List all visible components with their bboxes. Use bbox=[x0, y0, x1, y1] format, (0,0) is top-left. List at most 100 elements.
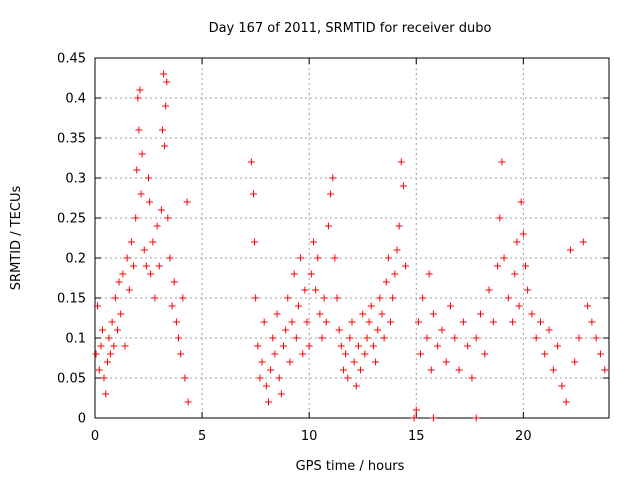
data-point bbox=[256, 374, 264, 382]
data-point bbox=[170, 278, 178, 286]
data-point bbox=[177, 350, 185, 358]
data-point bbox=[184, 398, 192, 406]
data-point bbox=[113, 326, 121, 334]
data-point bbox=[447, 302, 455, 310]
data-point bbox=[271, 350, 279, 358]
data-point bbox=[380, 334, 388, 342]
data-point bbox=[359, 310, 367, 318]
data-point bbox=[142, 262, 150, 270]
data-point bbox=[147, 270, 155, 278]
data-point bbox=[303, 318, 311, 326]
data-point bbox=[489, 318, 497, 326]
data-point bbox=[363, 334, 371, 342]
y-tick-label: 0.35 bbox=[57, 132, 86, 147]
data-point bbox=[110, 342, 118, 350]
data-point bbox=[393, 246, 401, 254]
data-point bbox=[115, 278, 123, 286]
data-point bbox=[344, 374, 352, 382]
data-point bbox=[442, 358, 450, 366]
data-point bbox=[515, 302, 523, 310]
data-point bbox=[425, 270, 433, 278]
data-point bbox=[95, 366, 103, 374]
data-point bbox=[297, 254, 305, 262]
data-point bbox=[361, 350, 369, 358]
data-point bbox=[387, 318, 395, 326]
data-point bbox=[429, 310, 437, 318]
data-point bbox=[369, 342, 377, 350]
data-point bbox=[532, 334, 540, 342]
data-point bbox=[524, 286, 532, 294]
data-point bbox=[292, 334, 300, 342]
data-point bbox=[157, 206, 165, 214]
data-points bbox=[92, 70, 609, 422]
data-point bbox=[140, 246, 148, 254]
data-point bbox=[284, 294, 292, 302]
x-tick-label: 0 bbox=[91, 429, 99, 444]
data-point bbox=[333, 294, 341, 302]
data-point bbox=[307, 270, 315, 278]
data-point bbox=[254, 342, 262, 350]
data-point bbox=[175, 334, 183, 342]
data-point bbox=[133, 166, 141, 174]
data-point bbox=[376, 294, 384, 302]
data-point bbox=[290, 270, 298, 278]
data-point bbox=[339, 366, 347, 374]
data-point bbox=[327, 190, 335, 198]
data-point bbox=[352, 382, 360, 390]
data-point bbox=[269, 334, 277, 342]
data-point bbox=[410, 414, 418, 422]
data-point bbox=[575, 334, 583, 342]
data-point bbox=[414, 318, 422, 326]
data-point bbox=[247, 158, 255, 166]
data-point bbox=[119, 270, 127, 278]
data-point bbox=[108, 318, 116, 326]
data-point bbox=[588, 318, 596, 326]
plot-frame bbox=[94, 57, 610, 419]
data-point bbox=[160, 70, 168, 78]
data-point bbox=[504, 294, 512, 302]
data-point bbox=[125, 286, 133, 294]
data-point bbox=[123, 254, 131, 262]
y-tick-label: 0.45 bbox=[57, 52, 86, 67]
data-point bbox=[541, 350, 549, 358]
data-point bbox=[601, 366, 609, 374]
data-point bbox=[166, 254, 174, 262]
x-tick-label: 15 bbox=[408, 429, 425, 444]
data-point bbox=[391, 270, 399, 278]
data-point bbox=[472, 334, 480, 342]
data-point bbox=[382, 278, 390, 286]
data-point bbox=[252, 294, 260, 302]
data-point bbox=[105, 334, 113, 342]
y-tick-label: 0.2 bbox=[65, 252, 86, 267]
data-point bbox=[100, 374, 108, 382]
data-point bbox=[267, 366, 275, 374]
y-tick-label: 0.05 bbox=[57, 372, 86, 387]
data-point bbox=[260, 318, 268, 326]
x-tick-label: 20 bbox=[515, 429, 532, 444]
data-point bbox=[513, 238, 521, 246]
data-point bbox=[168, 302, 176, 310]
data-point bbox=[316, 310, 324, 318]
data-point bbox=[149, 238, 157, 246]
data-point bbox=[477, 310, 484, 318]
data-point bbox=[558, 382, 566, 390]
data-point bbox=[496, 214, 504, 222]
data-point bbox=[164, 214, 172, 222]
data-point bbox=[288, 318, 296, 326]
data-point bbox=[309, 238, 317, 246]
data-point bbox=[103, 358, 111, 366]
data-point bbox=[472, 414, 480, 422]
data-point bbox=[519, 230, 527, 238]
data-point bbox=[92, 350, 100, 358]
chart-title: Day 167 of 2011, SRMTID for receiver dub… bbox=[209, 21, 492, 36]
data-point bbox=[282, 326, 290, 334]
data-point bbox=[145, 174, 153, 182]
data-point bbox=[354, 342, 362, 350]
data-point bbox=[423, 334, 431, 342]
data-point bbox=[438, 326, 446, 334]
data-point bbox=[279, 342, 287, 350]
data-point bbox=[592, 334, 600, 342]
data-point bbox=[429, 414, 437, 422]
data-point bbox=[132, 214, 140, 222]
data-point bbox=[434, 342, 442, 350]
